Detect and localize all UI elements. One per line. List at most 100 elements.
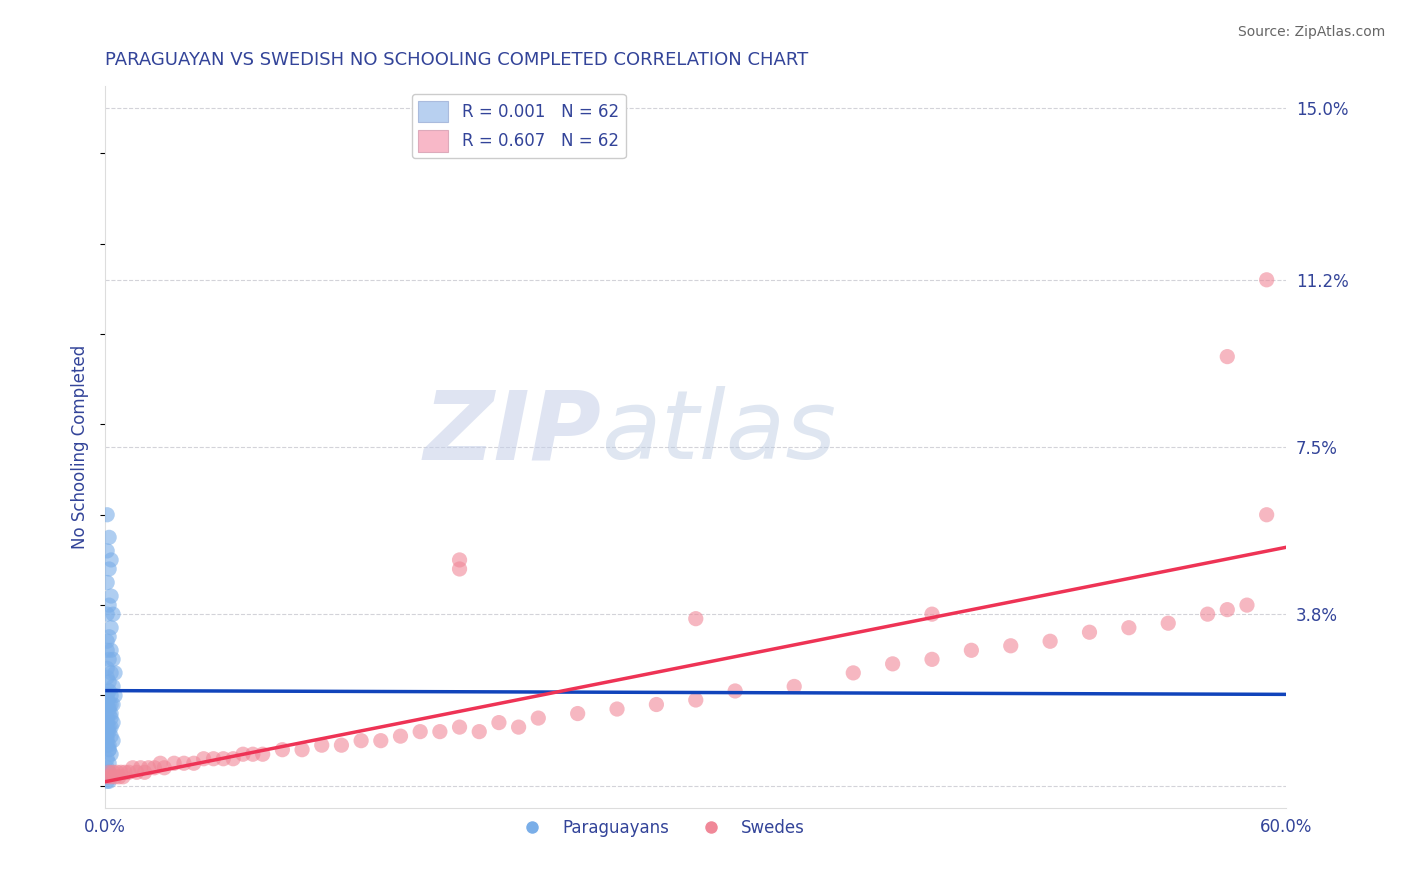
Point bbox=[222, 752, 245, 766]
Point bbox=[882, 657, 904, 671]
Point bbox=[100, 665, 122, 680]
Point bbox=[173, 756, 195, 771]
Point bbox=[101, 652, 124, 666]
Point bbox=[98, 742, 121, 756]
Point bbox=[163, 756, 186, 771]
Point bbox=[1197, 607, 1219, 622]
Point bbox=[104, 770, 127, 784]
Point bbox=[100, 698, 122, 712]
Point bbox=[783, 680, 806, 694]
Point bbox=[1216, 602, 1239, 616]
Point bbox=[98, 720, 121, 734]
Point bbox=[98, 684, 121, 698]
Point bbox=[96, 634, 118, 648]
Point bbox=[98, 724, 121, 739]
Point bbox=[271, 742, 294, 756]
Point bbox=[1039, 634, 1062, 648]
Point bbox=[291, 742, 314, 756]
Point bbox=[96, 770, 118, 784]
Point bbox=[98, 706, 121, 721]
Point bbox=[101, 698, 124, 712]
Point bbox=[921, 607, 943, 622]
Point bbox=[960, 643, 983, 657]
Text: PARAGUAYAN VS SWEDISH NO SCHOOLING COMPLETED CORRELATION CHART: PARAGUAYAN VS SWEDISH NO SCHOOLING COMPL… bbox=[105, 51, 808, 69]
Point bbox=[98, 765, 121, 780]
Point bbox=[389, 729, 412, 743]
Point bbox=[1118, 621, 1140, 635]
Point bbox=[114, 765, 136, 780]
Point bbox=[330, 738, 353, 752]
Point bbox=[449, 553, 471, 567]
Point bbox=[1078, 625, 1101, 640]
Point bbox=[1256, 508, 1278, 522]
Point bbox=[429, 724, 451, 739]
Point bbox=[125, 765, 148, 780]
Text: Source: ZipAtlas.com: Source: ZipAtlas.com bbox=[1237, 25, 1385, 39]
Point bbox=[98, 674, 121, 689]
Point bbox=[138, 761, 160, 775]
Point bbox=[121, 761, 143, 775]
Point bbox=[449, 562, 471, 576]
Point bbox=[96, 733, 118, 747]
Point bbox=[96, 508, 118, 522]
Point bbox=[129, 761, 152, 775]
Text: ZIP: ZIP bbox=[423, 386, 602, 479]
Point bbox=[96, 738, 118, 752]
Point bbox=[96, 670, 118, 684]
Point bbox=[96, 724, 118, 739]
Point bbox=[232, 747, 254, 762]
Point bbox=[100, 553, 122, 567]
Point bbox=[98, 562, 121, 576]
Point bbox=[96, 720, 118, 734]
Point bbox=[724, 684, 747, 698]
Point bbox=[100, 621, 122, 635]
Point bbox=[921, 652, 943, 666]
Point bbox=[508, 720, 530, 734]
Point bbox=[101, 715, 124, 730]
Point bbox=[98, 530, 121, 544]
Point bbox=[1157, 616, 1180, 631]
Point bbox=[98, 765, 121, 780]
Point bbox=[98, 774, 121, 789]
Point bbox=[842, 665, 865, 680]
Point bbox=[96, 770, 118, 784]
Point bbox=[98, 742, 121, 756]
Point bbox=[212, 752, 235, 766]
Point bbox=[96, 693, 118, 707]
Point bbox=[1000, 639, 1022, 653]
Point bbox=[96, 544, 118, 558]
Point bbox=[606, 702, 628, 716]
Point bbox=[105, 765, 128, 780]
Point bbox=[96, 765, 118, 780]
Point bbox=[100, 689, 122, 703]
Point bbox=[96, 715, 118, 730]
Point bbox=[101, 765, 124, 780]
Point bbox=[100, 706, 122, 721]
Point bbox=[96, 752, 118, 766]
Point bbox=[100, 589, 122, 603]
Point bbox=[1236, 598, 1258, 612]
Point bbox=[108, 770, 131, 784]
Point bbox=[110, 765, 132, 780]
Point bbox=[118, 765, 141, 780]
Point bbox=[98, 652, 121, 666]
Point bbox=[96, 689, 118, 703]
Point bbox=[149, 756, 172, 771]
Point bbox=[488, 715, 510, 730]
Point bbox=[96, 661, 118, 675]
Point bbox=[1256, 273, 1278, 287]
Point bbox=[96, 643, 118, 657]
Point bbox=[96, 770, 118, 784]
Point bbox=[134, 765, 156, 780]
Point bbox=[101, 680, 124, 694]
Point bbox=[1216, 350, 1239, 364]
Point bbox=[96, 575, 118, 590]
Point bbox=[350, 733, 373, 747]
Legend: Paraguayans, Swedes: Paraguayans, Swedes bbox=[509, 812, 811, 844]
Point bbox=[96, 774, 118, 789]
Point bbox=[104, 665, 127, 680]
Text: atlas: atlas bbox=[602, 386, 837, 479]
Point bbox=[104, 689, 127, 703]
Point bbox=[685, 693, 707, 707]
Point bbox=[98, 598, 121, 612]
